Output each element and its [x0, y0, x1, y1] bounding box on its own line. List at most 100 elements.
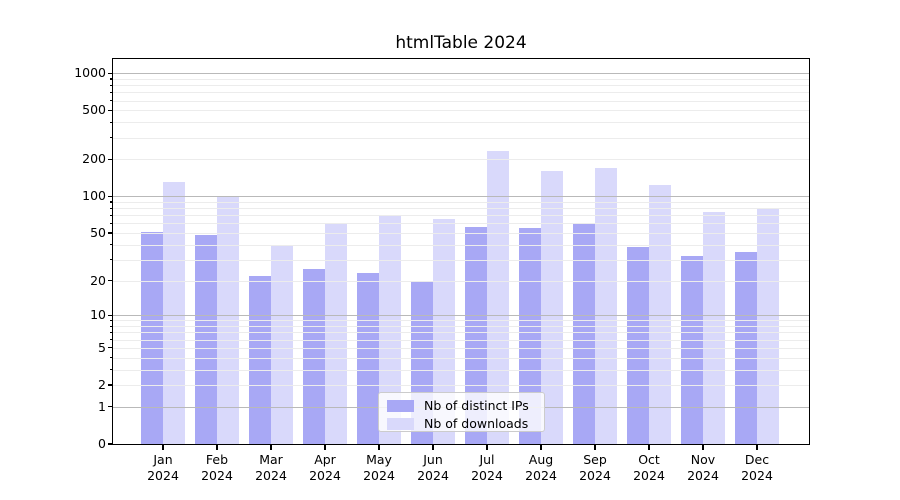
x-axis-tick-label: Feb 2024	[201, 452, 233, 483]
y-axis-tick-mark	[108, 158, 113, 160]
gridline-minor	[113, 233, 809, 234]
gridline-minor	[113, 320, 809, 322]
x-axis-tick-label: Apr 2024	[309, 452, 341, 483]
y-axis-tick-mark	[108, 72, 113, 74]
bar-distinct-ips	[519, 228, 541, 444]
x-axis-tick-label: Oct 2024	[633, 452, 665, 483]
plot-area	[112, 58, 810, 445]
y-axis-minor-tick-mark	[110, 259, 113, 261]
gridline-minor	[113, 137, 809, 139]
y-axis-tick-mark	[108, 109, 113, 111]
y-axis-minor-tick-mark	[110, 331, 113, 334]
y-axis-minor-tick-mark	[110, 207, 113, 209]
x-axis-tick-mark	[756, 445, 758, 450]
gridline-minor	[113, 208, 809, 210]
bar-distinct-ips	[195, 235, 217, 444]
gridline-major	[113, 73, 809, 75]
bar-distinct-ips	[249, 275, 271, 444]
bar-distinct-ips	[681, 256, 703, 444]
gridline-minor	[113, 85, 809, 87]
x-axis-tick-label: Mar 2024	[255, 452, 287, 483]
x-axis-tick-mark	[162, 445, 164, 450]
x-axis-tick-label: Jul 2024	[471, 452, 503, 483]
gridline-major	[113, 315, 809, 317]
gridline-minor	[113, 244, 809, 246]
x-axis-tick-mark	[432, 445, 434, 450]
gridline-minor	[113, 78, 809, 80]
bar-distinct-ips	[357, 273, 379, 444]
y-axis-tick-mark	[108, 314, 113, 316]
y-axis-minor-tick-mark	[110, 357, 113, 359]
bar-downloads	[325, 223, 347, 444]
bar-distinct-ips	[141, 232, 163, 444]
y-axis-tick-label: 0	[98, 436, 106, 451]
y-axis-tick-label: 2	[98, 377, 106, 392]
y-axis-minor-tick-mark	[110, 325, 113, 327]
bar-downloads	[271, 244, 293, 444]
y-axis-tick-label: 5	[98, 339, 106, 355]
x-axis-tick-label: Nov 2024	[687, 452, 719, 483]
x-axis-tick-mark	[216, 445, 218, 450]
y-axis-tick-mark	[108, 384, 113, 386]
y-axis-tick-mark	[108, 443, 113, 445]
y-axis-tick-label: 10	[90, 307, 106, 323]
gridline-minor	[113, 259, 809, 261]
y-axis-tick-label: 20	[90, 272, 106, 288]
y-axis-tick-mark	[108, 280, 113, 282]
gridline-minor	[113, 100, 809, 102]
y-axis-tick-label: 100	[82, 188, 106, 204]
legend-label-distinct-ips: Nb of distinct IPs	[424, 398, 529, 413]
y-axis-tick-mark	[108, 232, 113, 234]
y-axis-minor-tick-mark	[110, 244, 113, 246]
bar-downloads	[163, 181, 185, 444]
gridline-minor	[113, 332, 809, 334]
legend-label-downloads: Nb of downloads	[424, 416, 529, 431]
gridline-major	[113, 196, 809, 198]
x-axis-tick-label: May 2024	[363, 452, 395, 483]
y-axis-tick-label: 1000	[74, 65, 106, 81]
bar-distinct-ips	[627, 247, 649, 444]
legend-swatch-distinct-ips	[387, 400, 414, 412]
y-axis-minor-tick-mark	[110, 369, 113, 371]
y-axis-minor-tick-mark	[110, 222, 113, 225]
y-axis-tick-label: 1	[98, 398, 106, 414]
x-axis-tick-label: Sep 2024	[579, 452, 611, 483]
legend-swatch-downloads	[387, 418, 414, 430]
x-axis-tick-mark	[594, 445, 596, 450]
gridline-minor	[113, 159, 809, 161]
legend-entry-distinct-ips: Nb of distinct IPs	[379, 397, 544, 415]
x-axis-tick-mark	[324, 445, 326, 450]
gridline-minor	[113, 122, 809, 124]
gridline-minor	[113, 223, 809, 225]
y-axis-tick-mark	[108, 195, 113, 197]
gridline-minor	[113, 347, 809, 349]
x-axis-tick-mark	[270, 445, 272, 450]
gridline-minor	[113, 92, 809, 94]
x-axis-tick-label: Jan 2024	[147, 452, 179, 483]
y-axis-minor-tick-mark	[110, 214, 113, 216]
bar-downloads	[541, 171, 563, 444]
y-axis-tick-label: 200	[82, 151, 106, 167]
y-axis-minor-tick-mark	[110, 339, 113, 341]
y-axis-minor-tick-mark	[110, 121, 113, 123]
legend-entry-downloads: Nb of downloads	[379, 415, 544, 433]
x-axis-tick-label: Jun 2024	[417, 452, 449, 483]
chart-title: htmlTable 2024	[395, 33, 527, 53]
bar-distinct-ips	[573, 223, 595, 444]
y-axis-tick-mark	[108, 406, 113, 408]
bar-downloads	[703, 211, 725, 444]
bar-downloads	[649, 184, 671, 444]
y-axis-minor-tick-mark	[110, 84, 113, 86]
y-axis-minor-tick-mark	[110, 91, 113, 94]
y-axis-minor-tick-mark	[110, 319, 113, 322]
x-axis-tick-mark	[378, 445, 380, 450]
bar-downloads	[379, 214, 401, 444]
bar-downloads	[595, 168, 617, 444]
gridline-minor	[113, 201, 809, 203]
gridline-minor	[113, 280, 809, 282]
bar-distinct-ips	[303, 269, 325, 444]
y-axis-minor-tick-mark	[110, 201, 113, 203]
gridline-minor	[113, 369, 809, 371]
y-axis-tick-label: 50	[90, 225, 106, 240]
gridline-minor	[113, 339, 809, 341]
